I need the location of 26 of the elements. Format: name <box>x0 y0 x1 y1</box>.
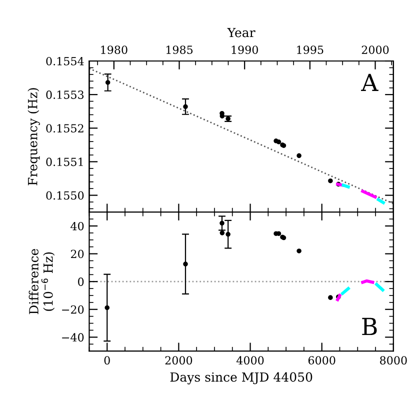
x2-tick-label: 1985 <box>166 46 193 54</box>
y-axis-title: Frequency (Hz) <box>28 88 40 186</box>
y-tick-label: 0.1552 <box>46 124 84 133</box>
x2-tick-label: 1995 <box>297 46 324 54</box>
y-tick-label: 0.1554 <box>46 56 84 66</box>
annotation: B <box>362 318 377 336</box>
x-tick-label: 6000 <box>308 356 336 365</box>
y-axis-title: Difference (10$^{−6}$ Hz) <box>28 248 55 314</box>
y-tick-label: 0.1550 <box>46 191 84 200</box>
x-tick-label: 4000 <box>236 356 264 365</box>
x-axis-title: Days since MJD 44050 <box>170 372 312 384</box>
annotation: A <box>361 74 378 92</box>
x2-axis-title: Year <box>227 28 256 38</box>
x2-tick-label: 2000 <box>362 46 389 54</box>
y-tick-label: −40 <box>62 333 84 342</box>
y-tick-label: 0 <box>78 278 84 286</box>
x-tick-label: 8000 <box>380 356 407 365</box>
x2-tick-label: 1990 <box>232 46 258 54</box>
x-tick-label: 2000 <box>165 356 192 365</box>
y-tick-label: 40 <box>70 222 84 230</box>
y-tick-label: 0.1553 <box>46 90 84 99</box>
y-tick-label: 0.1551 <box>46 158 83 166</box>
x-tick-label: 0 <box>104 356 110 365</box>
y-tick-label: −20 <box>62 305 84 314</box>
x2-tick-label: 1980 <box>101 46 128 54</box>
y-tick-label: 20 <box>70 250 84 258</box>
